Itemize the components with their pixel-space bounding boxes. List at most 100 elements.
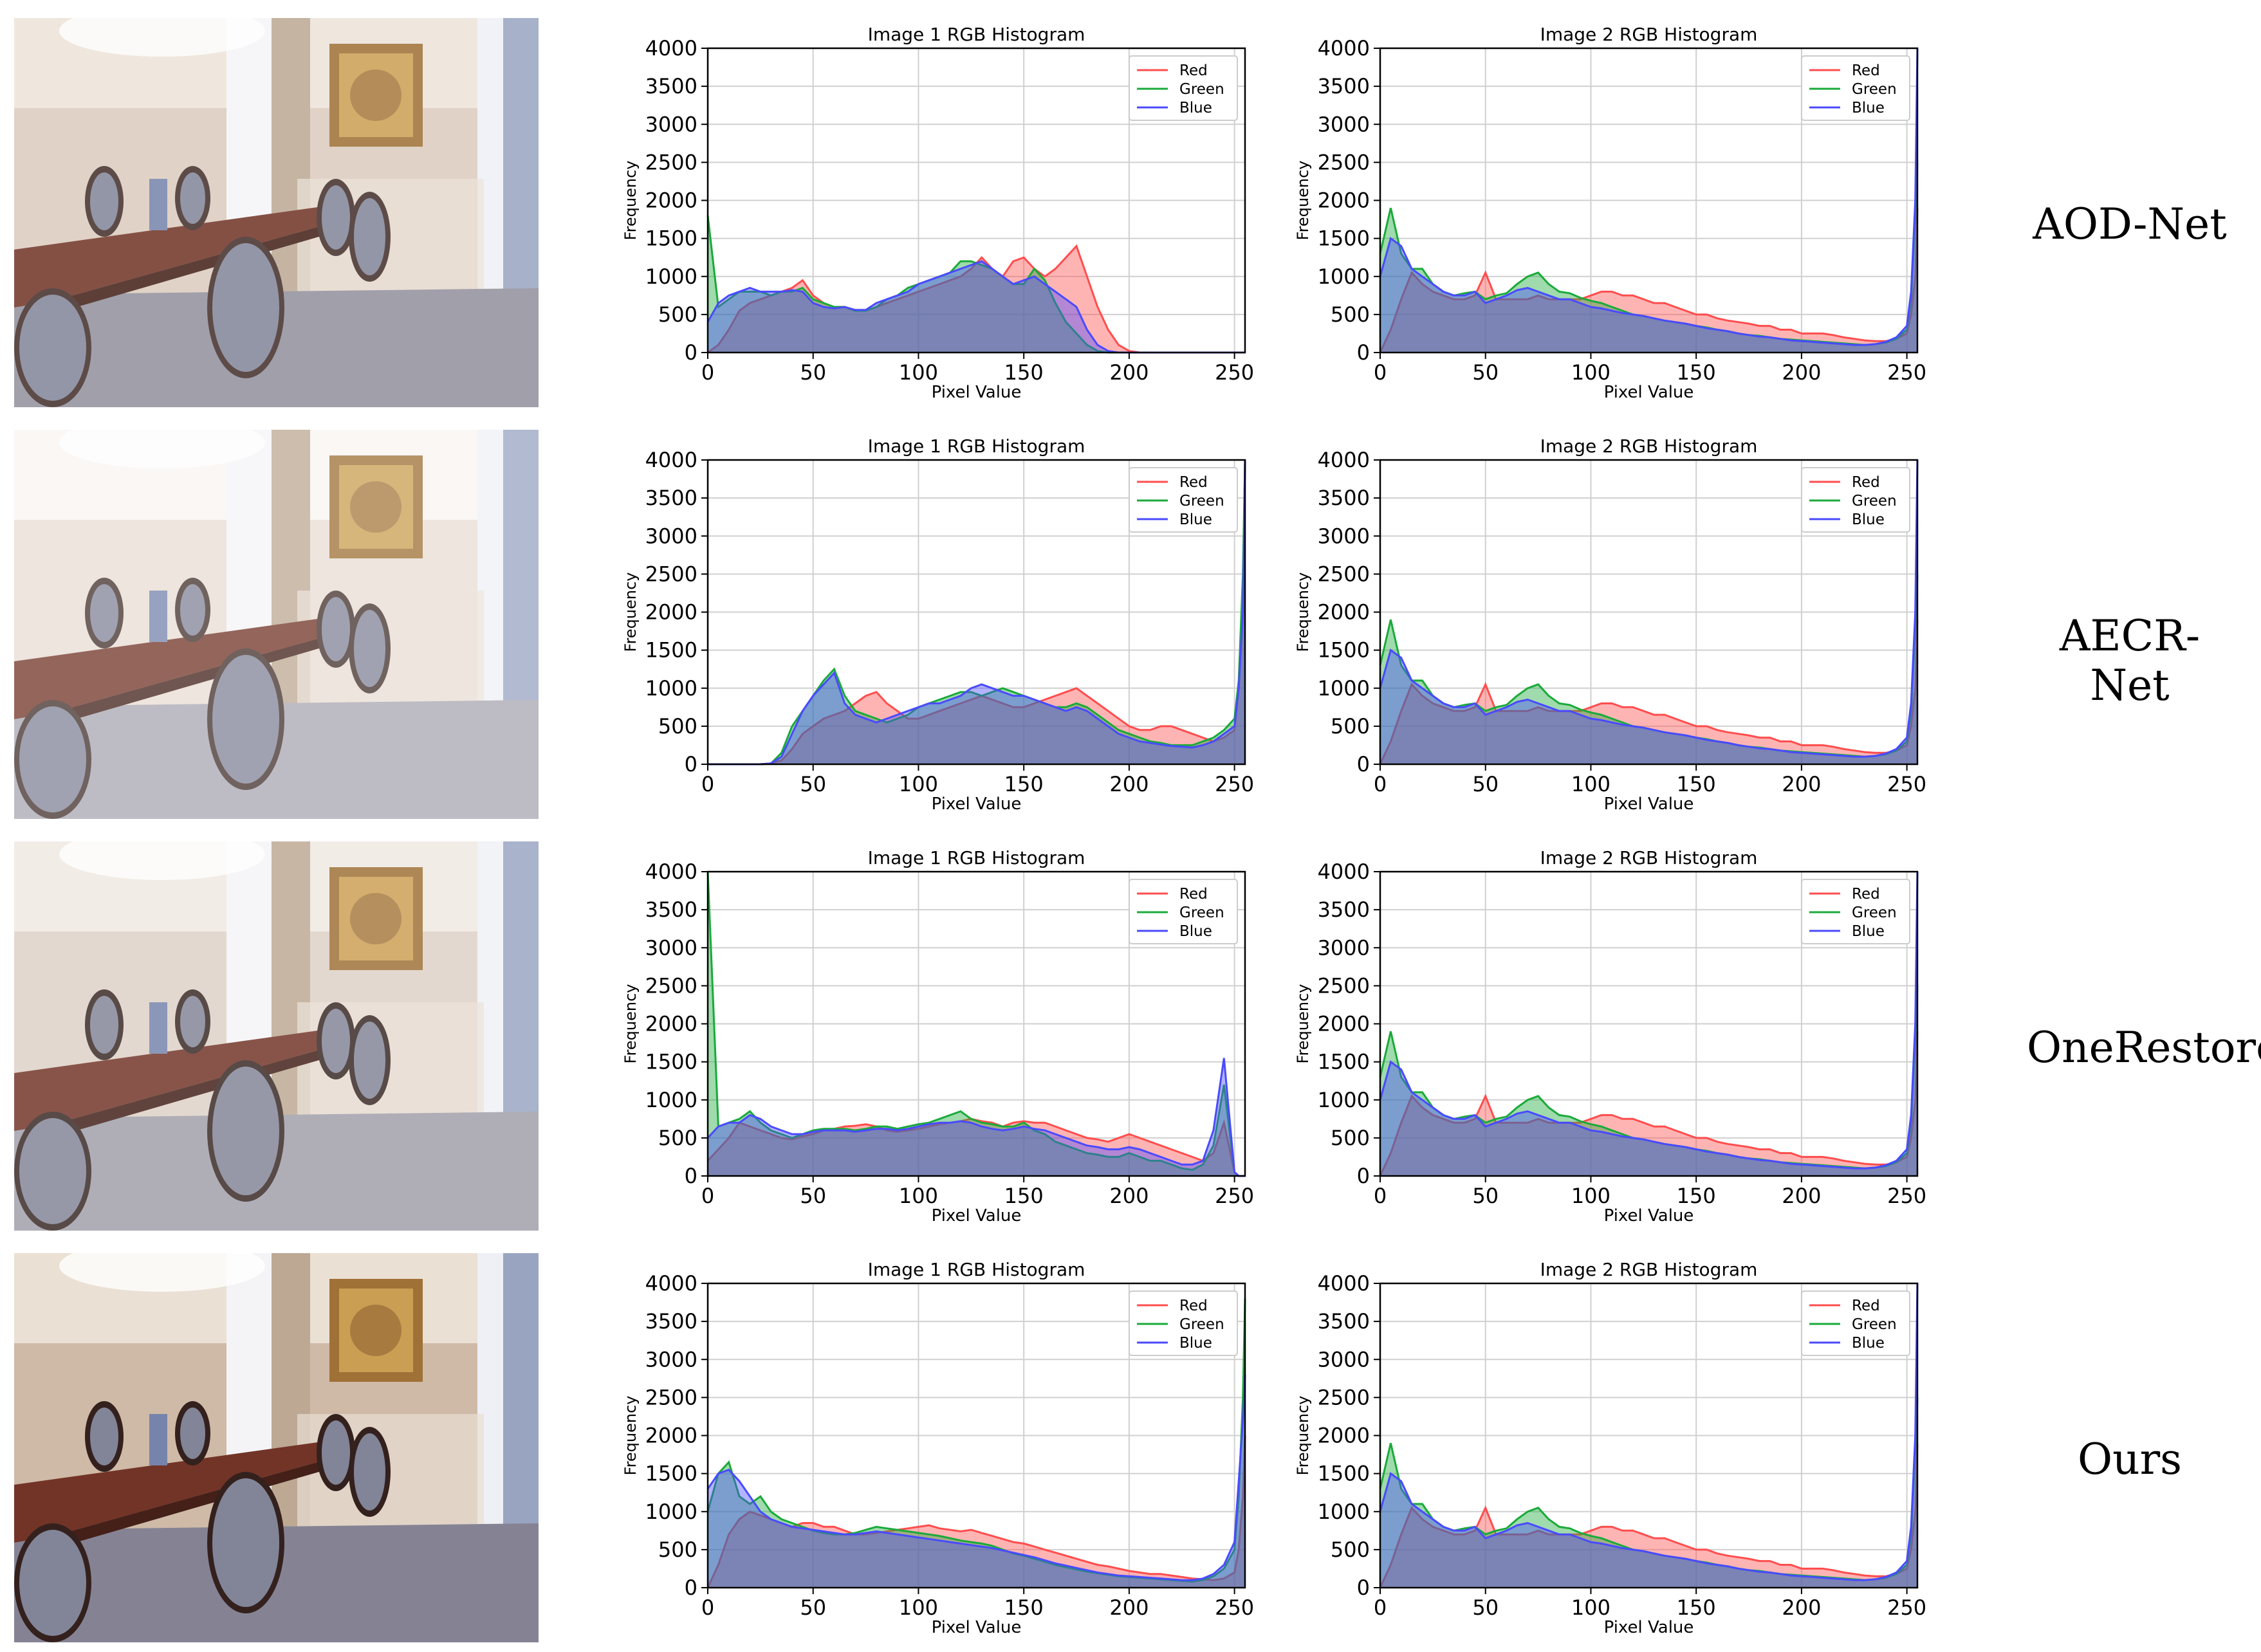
histogram-image1: 0 50 100 150 200 250 0 500 1000 1500 2000 2500 3000 3… bbox=[611, 1248, 1274, 1643]
x-tick-label: 0 bbox=[1374, 360, 1387, 385]
series-line-blue bbox=[706, 1374, 1246, 1581]
legend-item-green: Green bbox=[1852, 81, 1897, 98]
series-area-green bbox=[1380, 574, 1917, 764]
x-tick-label: 50 bbox=[1472, 360, 1499, 385]
y-tick-label: 1500 bbox=[1318, 226, 1370, 251]
y-tick-label: 1500 bbox=[1318, 1050, 1370, 1074]
series-area-blue bbox=[708, 1058, 1245, 1176]
legend-item-green: Green bbox=[1179, 81, 1224, 98]
x-tick-label: 250 bbox=[1887, 360, 1926, 385]
x-tick-label: 250 bbox=[1215, 360, 1254, 385]
y-tick-label: 1500 bbox=[645, 1462, 697, 1486]
series-area-red bbox=[1380, 208, 1917, 353]
y-tick-label: 1500 bbox=[645, 638, 697, 663]
legend-item-red: Red bbox=[1852, 62, 1880, 79]
y-tick-label: 1000 bbox=[645, 264, 697, 289]
x-tick-label: 250 bbox=[1887, 772, 1926, 796]
chart-title: Image 1 RGB Histogram bbox=[868, 436, 1085, 457]
x-tick-label: 0 bbox=[1374, 772, 1387, 796]
x-tick-label: 150 bbox=[1004, 772, 1044, 796]
chart-title: Image 1 RGB Histogram bbox=[868, 847, 1085, 868]
x-tick-label: 150 bbox=[1677, 772, 1716, 796]
x-tick-label: 100 bbox=[899, 1184, 938, 1208]
y-tick-label: 2500 bbox=[645, 1385, 697, 1409]
chart-title: Image 1 RGB Histogram bbox=[868, 24, 1085, 45]
y-tick-label: 4000 bbox=[645, 1271, 697, 1296]
legend-item-blue: Blue bbox=[1179, 511, 1212, 528]
y-axis-label: Frequency bbox=[1294, 573, 1312, 652]
y-tick-label: 1000 bbox=[1318, 676, 1370, 701]
y-tick-label: 1000 bbox=[1318, 1500, 1370, 1524]
series-line-red bbox=[1379, 1443, 1919, 1588]
y-tick-label: 1000 bbox=[645, 1500, 697, 1524]
y-tick-label: 2000 bbox=[645, 600, 697, 625]
y-tick-label: 1000 bbox=[1318, 264, 1370, 289]
y-tick-label: 0 bbox=[685, 752, 697, 776]
legend-item-red: Red bbox=[1179, 886, 1208, 903]
result-row: 0 50 100 150 200 250 0 500 1000 1500 2000 2500 3000 3… bbox=[0, 13, 2261, 408]
y-tick-label: 3500 bbox=[645, 74, 697, 98]
legend bbox=[1801, 879, 1910, 944]
series-area-red bbox=[708, 1119, 1245, 1176]
series-area-blue bbox=[708, 261, 1245, 353]
legend-item-green: Green bbox=[1179, 493, 1224, 509]
x-tick-label: 150 bbox=[1004, 1184, 1044, 1208]
legend bbox=[1129, 55, 1238, 121]
method-label: Ours bbox=[2077, 1435, 2183, 1484]
x-tick-label: 250 bbox=[1887, 1184, 1926, 1208]
x-tick-label: 200 bbox=[1109, 772, 1149, 796]
y-tick-label: 3000 bbox=[645, 1347, 697, 1372]
y-tick-label: 500 bbox=[658, 714, 697, 739]
y-tick-label: 3500 bbox=[645, 486, 697, 510]
y-tick-label: 4000 bbox=[1318, 448, 1370, 472]
x-axis-label: Pixel Value bbox=[932, 1206, 1022, 1225]
x-tick-label: 200 bbox=[1109, 1184, 1149, 1208]
y-tick-label: 500 bbox=[1331, 714, 1370, 739]
y-tick-label: 3000 bbox=[645, 112, 697, 136]
y-tick-label: 4000 bbox=[645, 859, 697, 884]
x-axis-label: Pixel Value bbox=[932, 794, 1022, 814]
y-tick-label: 500 bbox=[658, 1537, 697, 1562]
legend-item-blue: Blue bbox=[1852, 923, 1885, 940]
series-line-red bbox=[706, 1117, 1245, 1177]
series-line-blue bbox=[708, 459, 1246, 766]
x-tick-label: 50 bbox=[800, 1595, 826, 1620]
series-area-red bbox=[708, 1435, 1245, 1588]
legend-item-red: Red bbox=[1179, 62, 1208, 79]
x-tick-label: 0 bbox=[701, 360, 714, 385]
x-axis-label: Pixel Value bbox=[932, 1618, 1022, 1637]
x-tick-label: 250 bbox=[1887, 1595, 1926, 1620]
y-tick-label: 2500 bbox=[1318, 562, 1370, 586]
legend-item-green: Green bbox=[1179, 1316, 1224, 1333]
y-tick-label: 2000 bbox=[1318, 1012, 1370, 1036]
y-tick-label: 4000 bbox=[1318, 36, 1370, 60]
series-area-blue bbox=[1380, 1283, 1917, 1588]
histogram-image2: 0 50 100 150 200 250 0 500 1000 1500 2000 2500 3000 3… bbox=[1284, 13, 1946, 408]
series-line-blue bbox=[1379, 48, 1919, 346]
chart-title: Image 2 RGB Histogram bbox=[1540, 1259, 1758, 1280]
y-tick-label: 4000 bbox=[645, 448, 697, 472]
y-tick-label: 500 bbox=[658, 302, 697, 327]
legend-item-green: Green bbox=[1852, 493, 1897, 509]
y-tick-label: 2500 bbox=[1318, 150, 1370, 174]
y-tick-label: 0 bbox=[685, 1575, 697, 1600]
x-axis-label: Pixel Value bbox=[1604, 1618, 1694, 1637]
y-tick-label: 3000 bbox=[1318, 935, 1370, 960]
y-tick-label: 2000 bbox=[1318, 188, 1370, 213]
x-tick-label: 200 bbox=[1109, 1595, 1149, 1620]
result-row: 0 50 100 150 200 250 0 500 1000 1500 2000 2500 3000 3… bbox=[0, 836, 2261, 1231]
series-area-green bbox=[1380, 1397, 1917, 1588]
x-tick-label: 100 bbox=[899, 360, 938, 385]
x-tick-label: 250 bbox=[1215, 1184, 1254, 1208]
series-line-red bbox=[1379, 1031, 1919, 1177]
legend-item-blue: Blue bbox=[1852, 511, 1885, 528]
y-tick-label: 3500 bbox=[1318, 74, 1370, 98]
result-row: 0 50 100 150 200 250 0 500 1000 1500 2000 2500 3000 3… bbox=[0, 425, 2261, 819]
y-tick-label: 4000 bbox=[1318, 1271, 1370, 1296]
y-tick-label: 4000 bbox=[645, 36, 697, 60]
legend-item-green: Green bbox=[1852, 904, 1897, 921]
y-tick-label: 2500 bbox=[645, 150, 697, 174]
y-tick-label: 3500 bbox=[1318, 897, 1370, 922]
x-tick-label: 150 bbox=[1677, 360, 1716, 385]
series-line-red bbox=[1379, 620, 1919, 765]
